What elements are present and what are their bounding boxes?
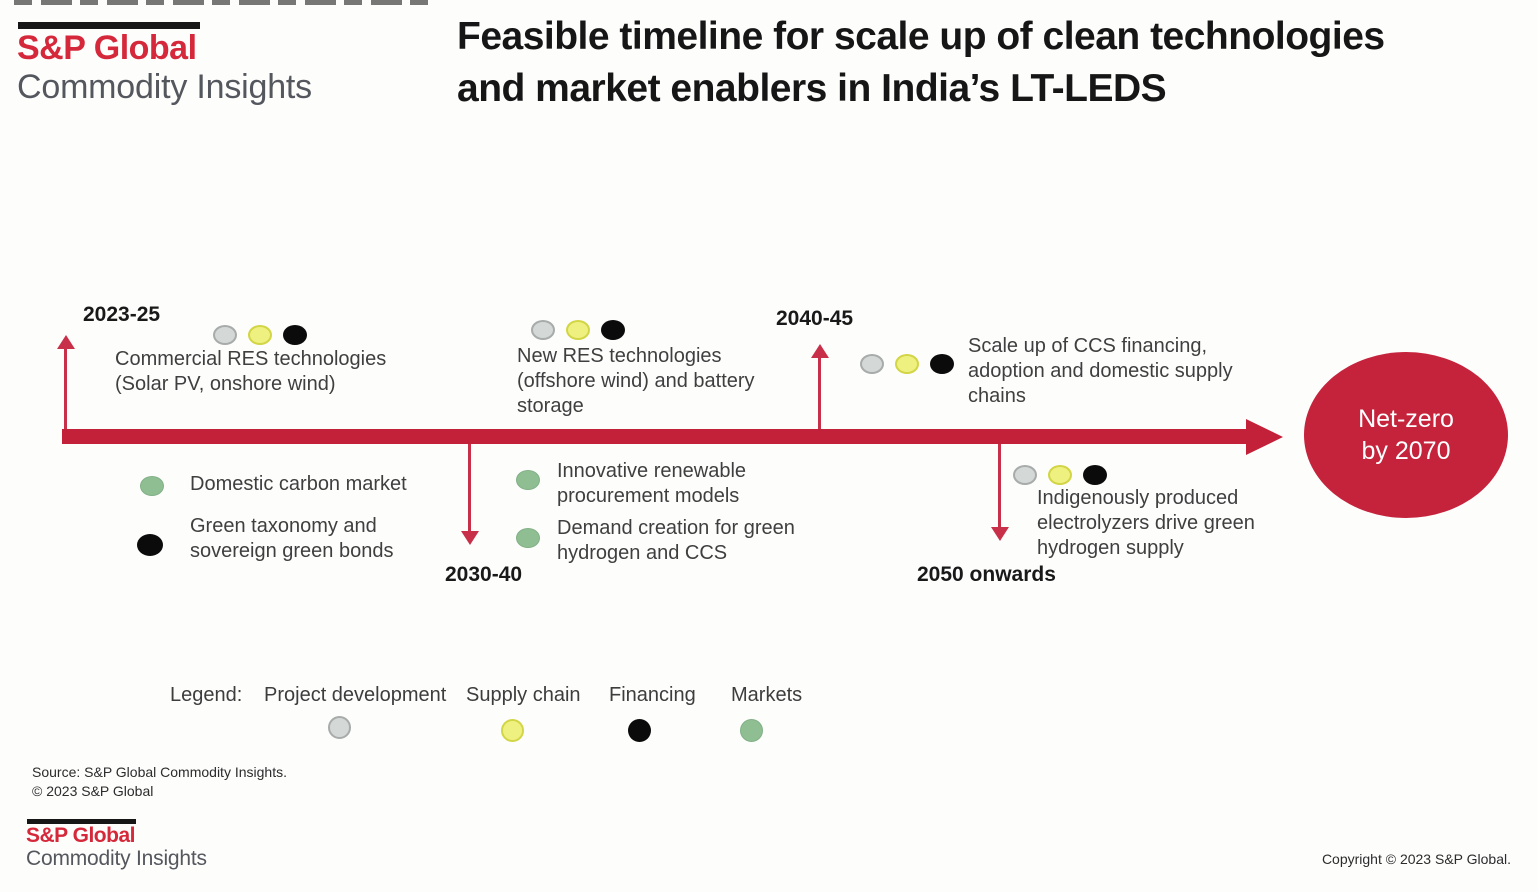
financing-dot: [1083, 465, 1107, 485]
markets-dot: [516, 470, 540, 490]
project-development-dot: [1013, 465, 1037, 485]
legend-item-supply-chain: Supply chain: [466, 684, 581, 706]
period-label-2050-onwards: 2050 onwards: [917, 563, 1056, 586]
annotation-green-taxonomy: Green taxonomy and sovereign green bonds: [190, 515, 394, 562]
logo-bottom-bar: [27, 819, 136, 824]
financing-dot: [283, 325, 307, 345]
annotation-new-res: New RES technologies (offshore wind) and…: [517, 345, 755, 417]
net-zero-bubble: Net-zero by 2070: [1304, 352, 1508, 518]
dot-cluster-commercial-res: [213, 325, 307, 345]
up-arrow-2023-25: [64, 347, 67, 429]
project-development-dot: [328, 716, 351, 739]
supply-chain-dot: [566, 320, 590, 340]
down-arrow-2030-40: [468, 444, 471, 532]
page-title-line1: Feasible timeline for scale up of clean …: [457, 15, 1385, 58]
page-title: Feasible timeline for scale up of clean …: [457, 11, 1527, 115]
up-arrowhead-2040-45-icon: [811, 344, 829, 358]
cropped-text-strip: [14, 0, 436, 5]
annotation-ccs-scaleup: Scale up of CCS financing, adoption and …: [968, 335, 1233, 407]
supply-chain-dot: [895, 354, 919, 374]
period-label-2023-25: 2023-25: [83, 303, 161, 326]
up-arrowhead-2023-25-icon: [57, 335, 75, 349]
supply-chain-dot: [1048, 465, 1072, 485]
net-zero-line1: Net-zero: [1358, 405, 1454, 433]
annotation-demand-creation: Demand creation for green hydrogen and C…: [557, 517, 795, 564]
legend-title: Legend:: [170, 684, 243, 706]
project-development-dot: [531, 320, 555, 340]
markets-dot: [516, 528, 540, 548]
markets-dot: [140, 476, 164, 496]
annotation-innovative-procurement: Innovative renewable procurement models: [557, 460, 747, 507]
financing-dot: [628, 719, 651, 742]
project-development-dot: [213, 325, 237, 345]
down-arrow-2050-onwards: [998, 444, 1001, 528]
annotation-domestic-carbon-market: Domestic carbon market: [190, 473, 407, 495]
financing-dot: [137, 534, 163, 556]
source-line2: © 2023 S&P Global: [32, 783, 154, 799]
footer-logo-division-name: Commodity Insights: [26, 847, 207, 870]
footer-logo-brand-name: S&P Global: [26, 824, 135, 847]
legend-item-markets: Markets: [731, 684, 803, 706]
source-note: Source: S&P Global Commodity Insights. ©…: [32, 763, 287, 801]
timeline-arrowhead-icon: [1246, 419, 1283, 455]
copyright-note: Copyright © 2023 S&P Global.: [1321, 851, 1511, 867]
supply-chain-dot: [248, 325, 272, 345]
period-label-2040-45: 2040-45: [776, 307, 854, 330]
markets-dot: [740, 719, 763, 742]
annotation-electrolyzers: Indigenously produced electrolyzers driv…: [1037, 487, 1255, 559]
up-arrow-2040-45: [818, 356, 821, 429]
period-label-2030-40: 2030-40: [445, 563, 523, 586]
financing-dot: [930, 354, 954, 374]
legend-item-project-development: Project development: [264, 684, 447, 706]
dot-cluster-ccs-scaleup: [860, 354, 954, 374]
dot-cluster-electrolyzers: [1013, 465, 1107, 485]
logo-top-bar: [18, 22, 200, 29]
net-zero-line2: by 2070: [1361, 437, 1451, 465]
annotation-commercial-res: Commercial RES technologies (Solar PV, o…: [115, 348, 387, 395]
supply-chain-dot: [501, 719, 524, 742]
logo-brand-name: S&P Global: [17, 29, 197, 67]
down-arrowhead-2030-40-icon: [461, 531, 479, 545]
legend-item-financing: Financing: [609, 684, 696, 706]
source-line1: Source: S&P Global Commodity Insights.: [32, 764, 287, 780]
financing-dot: [601, 320, 625, 340]
project-development-dot: [860, 354, 884, 374]
page-title-line2: and market enablers in India’s LT-LEDS: [457, 67, 1167, 110]
timeline-bar: [62, 429, 1246, 444]
logo-division-name: Commodity Insights: [17, 68, 312, 106]
dot-cluster-new-res: [531, 320, 625, 340]
down-arrowhead-2050-onwards-icon: [991, 527, 1009, 541]
